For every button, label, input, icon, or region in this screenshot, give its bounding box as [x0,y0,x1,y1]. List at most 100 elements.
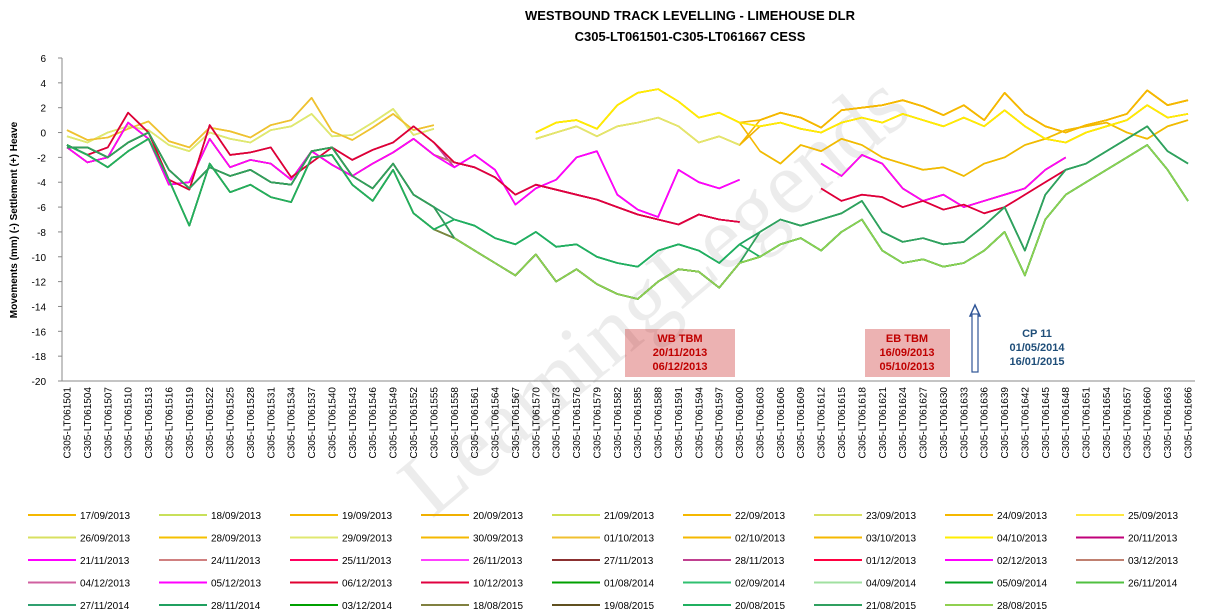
x-tick-label: C305-LT061633 [959,387,970,459]
y-tick-label: -12 [32,278,47,289]
y-tick-label: -6 [37,203,46,214]
series-line [453,144,1189,300]
legend-label: 02/09/2014 [735,579,785,590]
x-tick-label: C305-LT061513 [144,387,155,459]
x-tick-label: C305-LT061591 [674,387,685,459]
x-tick-label: C305-LT061645 [1041,387,1052,459]
x-tick-label: C305-LT061627 [919,387,930,459]
legend-label: 26/09/2013 [80,534,130,545]
x-tick-label: C305-LT061552 [409,387,420,459]
x-tick-label: C305-LT061522 [205,387,216,459]
x-tick-label: C305-LT061519 [185,387,196,459]
legend-label: 24/11/2013 [211,556,261,567]
annotation: 16/01/2015 [1009,356,1064,368]
legend-label: 28/11/2013 [735,556,785,567]
legend-label: 04/12/2013 [80,579,130,590]
y-tick-label: -4 [37,178,46,189]
y-axis-label: Movements (mm) (-) Settlement (+) Heave [9,121,20,318]
legend-label: 19/08/2015 [604,601,654,611]
legend-label: 02/10/2013 [735,534,785,545]
annotation: WB TBM [657,333,702,345]
y-tick-label: 6 [40,54,46,65]
y-tick-label: -16 [32,327,47,338]
legend-label: 18/08/2015 [473,601,523,611]
x-tick-label: C305-LT061600 [735,387,746,459]
y-tick-label: 4 [40,79,46,90]
x-tick-label: C305-LT061630 [939,387,950,459]
series-line [66,121,740,218]
annotation: 01/05/2014 [1009,342,1065,354]
legend-label: 29/09/2013 [342,534,392,545]
series-line [759,89,1189,134]
series-line [66,108,435,152]
x-tick-label: C305-LT061585 [633,387,644,459]
x-tick-label: C305-LT061558 [450,387,461,459]
chart-subtitle: C305-LT061501-C305-LT061667 CESS [575,29,806,44]
x-tick-label: C305-LT061528 [246,387,257,459]
legend-label: 26/11/2014 [1128,579,1178,590]
x-tick-label: C305-LT061549 [389,387,400,459]
x-tick-label: C305-LT061546 [368,387,379,459]
wb-tbm-box [625,329,735,377]
legend-label: 26/11/2013 [473,556,523,567]
annotation: 20/11/2013 [653,347,707,359]
x-tick-label: C305-LT061615 [837,387,848,459]
legend-label: 22/09/2013 [735,511,785,522]
legend-label: 28/11/2014 [211,601,261,611]
y-tick-label: -8 [37,228,46,239]
x-tick-label: C305-LT061666 [1184,387,1195,459]
annotation: 16/09/2013 [879,347,934,359]
annotation: 06/12/2013 [652,361,707,373]
legend-label: 01/10/2013 [604,534,654,545]
y-tick-label: -20 [32,377,47,388]
x-tick-label: C305-LT061573 [552,387,563,459]
legend-label: 02/12/2013 [997,556,1047,567]
x-tick-label: C305-LT061660 [1143,387,1154,459]
legend-label: 28/09/2013 [211,534,261,545]
legend-label: 25/11/2013 [342,556,392,567]
x-tick-label: C305-LT061579 [592,387,603,459]
x-tick-label: C305-LT061603 [755,387,766,459]
y-tick-label: -18 [32,352,47,363]
x-tick-label: C305-LT061501 [63,387,74,459]
legend-label: 03/12/2013 [1128,556,1178,567]
legend-label: 28/08/2015 [997,601,1047,611]
legend-label: 01/12/2013 [866,556,916,567]
x-tick-label: C305-LT061567 [511,387,522,459]
x-tick-label: C305-LT061582 [613,387,624,459]
x-tick-label: C305-LT061543 [348,387,359,459]
legend-label: 24/09/2013 [997,511,1047,522]
x-tick-label: C305-LT061648 [1061,387,1072,459]
x-tick-label: C305-LT061597 [715,387,726,459]
series-line [535,88,1189,144]
eb-tbm-box [865,329,950,377]
x-tick-label: C305-LT061612 [817,387,828,459]
legend-label: 23/09/2013 [866,511,916,522]
x-tick-label: C305-LT061618 [857,387,868,459]
y-tick-label: 2 [40,104,46,115]
legend-label: 21/08/2015 [866,601,916,611]
x-tick-label: C305-LT061609 [796,387,807,459]
legend-label: 01/08/2014 [604,579,654,590]
x-tick-label: C305-LT061588 [654,387,665,459]
x-tick-label: C305-LT061576 [572,387,583,459]
watermark: LearningLegends [381,54,927,535]
legend-label: 27/11/2014 [80,601,130,611]
cp-arrow-shaft [971,313,979,373]
x-tick-label: C305-LT061537 [307,387,318,459]
legend-label: 17/09/2013 [80,511,130,522]
x-tick-label: C305-LT061621 [878,387,889,459]
x-tick-label: C305-LT061504 [83,387,94,459]
x-tick-label: C305-LT061594 [694,387,705,459]
series-line [66,108,740,152]
legend-label: 10/12/2013 [473,579,523,590]
legend-label: 20/08/2015 [735,601,785,611]
x-tick-label: C305-LT061507 [103,387,114,459]
y-tick-label: 0 [40,129,46,140]
x-tick-label: C305-LT061624 [898,387,909,459]
x-tick-label: C305-LT061516 [164,387,175,459]
chart-title: WESTBOUND TRACK LEVELLING - LIMEHOUSE DL… [525,8,856,23]
annotation: EB TBM [886,333,928,345]
x-tick-label: C305-LT061534 [287,387,298,459]
